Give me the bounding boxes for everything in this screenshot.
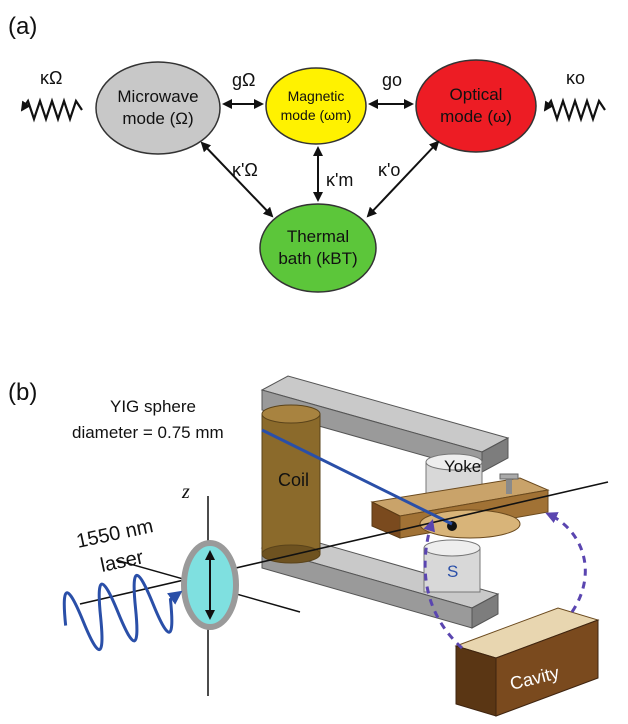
south-pole: [423, 539, 481, 593]
kappa-o-wave: [543, 97, 606, 123]
laser-label-line1: 1550 nm: [74, 515, 155, 553]
yig-pointer-line: [261, 428, 453, 526]
svg-text:Thermal: Thermal: [287, 227, 349, 246]
optical-axis: [79, 481, 609, 605]
kappa-o-label: κo: [566, 68, 585, 88]
magnetic-mode-node: Magnetic mode (ωm): [265, 67, 367, 145]
svg-text:mode (ω): mode (ω): [440, 107, 512, 126]
kappa-prime-omega-label: κ'Ω: [232, 160, 258, 180]
yig-label-line1: YIG sphere: [110, 397, 196, 416]
kappa-prime-m-label: κ'm: [326, 170, 353, 190]
microwave-mode-node: Microwave mode (Ω): [95, 61, 221, 155]
svg-text:mode (ωm): mode (ωm): [281, 107, 352, 123]
panel-a-label: (a): [8, 13, 37, 40]
cavity-to-sample-arrow-left: [423, 519, 464, 650]
laser-label-line2: laser: [98, 546, 145, 577]
coil-label: Coil: [278, 470, 309, 490]
screw-icon: [499, 473, 519, 494]
svg-text:Microwave: Microwave: [117, 87, 198, 106]
svg-text:Magnetic: Magnetic: [288, 88, 345, 104]
kappa-omega-label: κΩ: [40, 68, 62, 88]
g-o-label: go: [382, 70, 402, 90]
coil: [261, 404, 321, 564]
svg-text:mode (Ω): mode (Ω): [122, 109, 193, 128]
south-label: S: [447, 562, 458, 581]
kappa-prime-omega-arrow: [200, 141, 274, 218]
thermal-bath-node: Thermal bath (kBT): [259, 203, 377, 293]
panel-b-label: (b): [8, 379, 37, 406]
svg-text:bath (kBT): bath (kBT): [278, 249, 357, 268]
svg-text:Optical: Optical: [450, 85, 503, 104]
kappa-prime-o-arrow: [366, 140, 440, 218]
kappa-prime-o-label: κ'o: [378, 160, 400, 180]
g-omega-label: gΩ: [232, 70, 255, 90]
yoke-label: Yoke: [444, 457, 481, 476]
optical-mode-node: Optical mode (ω): [415, 59, 537, 153]
laser-wave: [62, 573, 183, 652]
z-axis-label: z: [181, 481, 190, 503]
kappa-omega-wave: [20, 97, 83, 123]
cavity-to-sample-arrow-right: [545, 512, 587, 613]
yig-label-line2: diameter = 0.75 mm: [72, 423, 224, 442]
cavity: [454, 607, 600, 717]
